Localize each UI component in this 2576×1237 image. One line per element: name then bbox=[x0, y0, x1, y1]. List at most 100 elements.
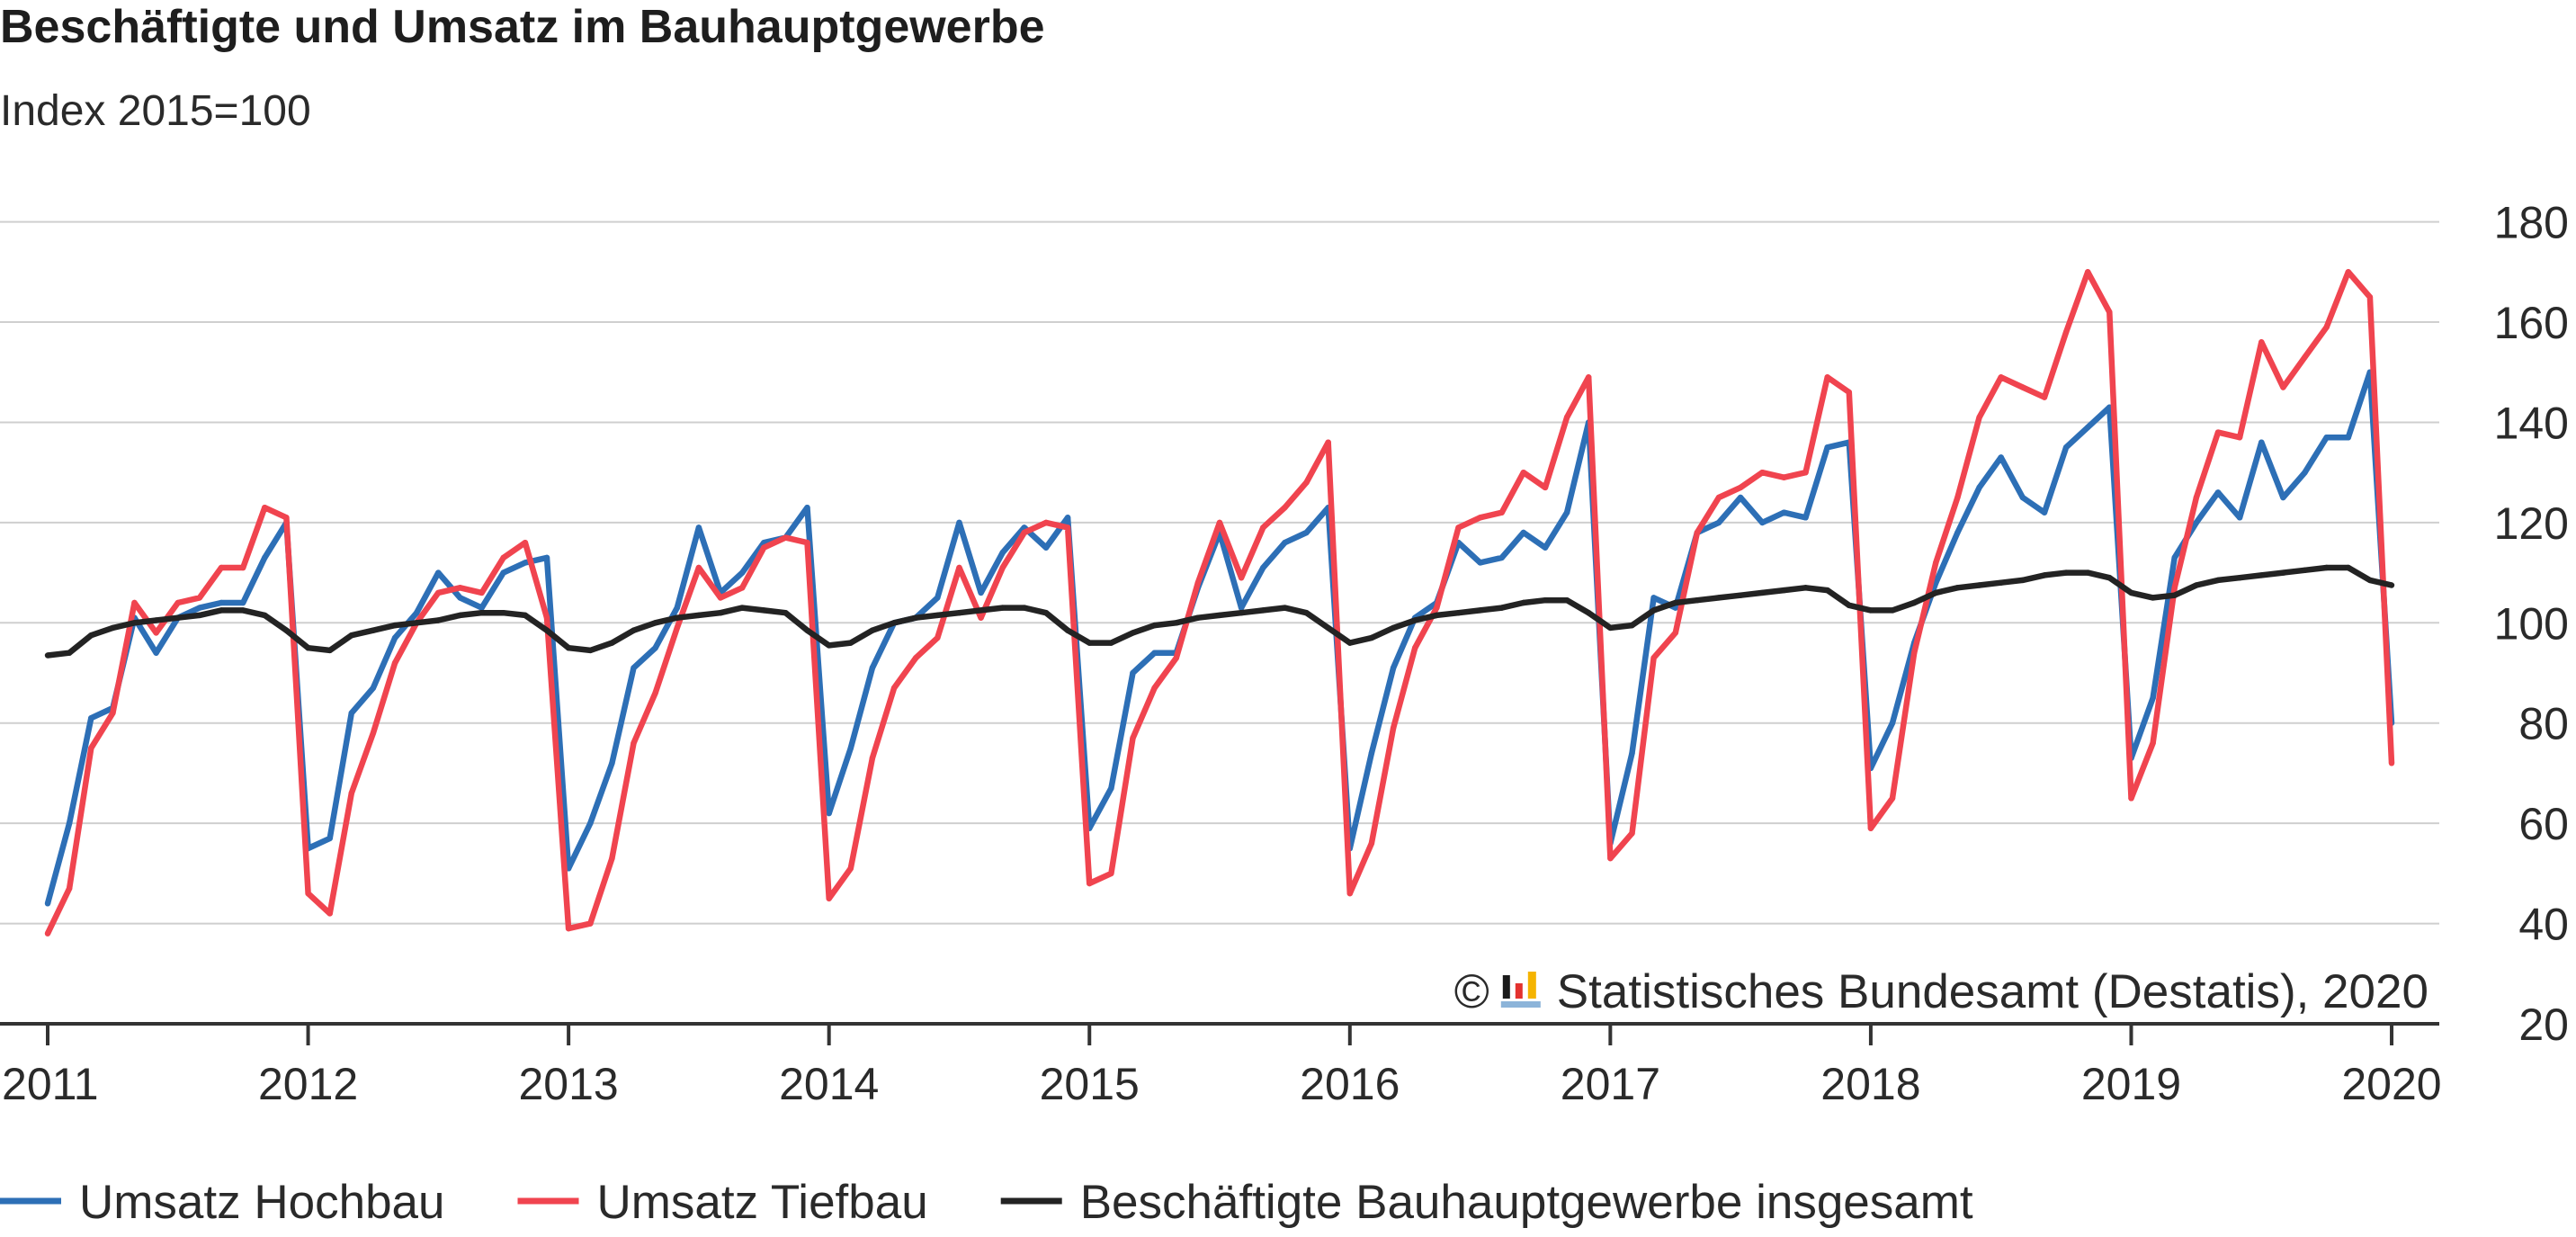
data-point bbox=[1759, 470, 1766, 476]
data-point bbox=[739, 569, 746, 576]
data-point bbox=[652, 645, 658, 651]
data-point bbox=[391, 634, 398, 641]
data-point bbox=[2085, 569, 2091, 576]
data-point bbox=[739, 585, 746, 591]
y-tick-label: 160 bbox=[2494, 298, 2569, 348]
data-point bbox=[847, 745, 854, 751]
data-point bbox=[1130, 630, 1136, 636]
data-point bbox=[1824, 587, 1830, 594]
chart-subtitle: Index 2015=100 bbox=[0, 87, 311, 135]
legend-label: Beschäftigte Bauhauptgewerbe insgesamt bbox=[1080, 1176, 1973, 1229]
data-point bbox=[44, 901, 51, 907]
data-point bbox=[1802, 515, 1809, 521]
data-point bbox=[935, 595, 941, 601]
data-point bbox=[1021, 605, 1028, 611]
data-point bbox=[1434, 605, 1440, 611]
data-point bbox=[652, 620, 658, 626]
series-umsatz-hochbau bbox=[44, 369, 2395, 907]
data-point bbox=[804, 540, 810, 546]
data-point bbox=[479, 589, 485, 596]
data-point bbox=[153, 630, 159, 636]
data-point bbox=[2236, 515, 2243, 521]
data-point bbox=[1455, 610, 1462, 616]
legend-label: Umsatz Tiefbau bbox=[597, 1176, 928, 1229]
data-point bbox=[2193, 494, 2200, 501]
data-point bbox=[1933, 560, 1939, 566]
data-point bbox=[1194, 579, 1202, 586]
legend: Umsatz Hochbau Umsatz Tiefbau Beschäftigte… bbox=[0, 1176, 1973, 1229]
data-point bbox=[999, 564, 1006, 571]
chart-title: Beschäftigte und Umsatz im Bauhauptgewer… bbox=[0, 1, 1045, 53]
data-point bbox=[326, 910, 333, 917]
data-point bbox=[326, 647, 333, 654]
data-point bbox=[1042, 519, 1050, 526]
series-beschaeftigte-bauhauptgewerbe-insgesamt bbox=[44, 564, 2395, 659]
data-point bbox=[1173, 655, 1180, 661]
data-point bbox=[1477, 515, 1483, 521]
data-point bbox=[1976, 484, 1982, 491]
x-tick-label: 2017 bbox=[1561, 1059, 1660, 1109]
data-point bbox=[1390, 624, 1397, 632]
data-point bbox=[1390, 725, 1397, 731]
data-point bbox=[1737, 484, 1744, 491]
data-point bbox=[695, 524, 702, 531]
data-point bbox=[348, 710, 354, 716]
data-point bbox=[2085, 269, 2091, 275]
data-point bbox=[1412, 645, 1418, 651]
data-point bbox=[869, 755, 876, 761]
data-point bbox=[631, 740, 637, 747]
data-point bbox=[2085, 424, 2091, 431]
data-point bbox=[1368, 750, 1375, 757]
data-point bbox=[1325, 624, 1331, 632]
data-point bbox=[587, 820, 594, 827]
data-point bbox=[1477, 607, 1483, 614]
data-point bbox=[131, 599, 138, 606]
data-point bbox=[1108, 785, 1114, 792]
data-point bbox=[1260, 524, 1266, 531]
data-point bbox=[88, 745, 94, 751]
data-point bbox=[1216, 519, 1223, 526]
data-point bbox=[1976, 414, 1982, 421]
y-tick-label: 80 bbox=[2518, 699, 2569, 749]
data-point bbox=[1455, 524, 1462, 531]
data-point bbox=[1563, 597, 1570, 604]
series-line-umsatz-tiefbau bbox=[45, 269, 2395, 936]
data-point bbox=[2193, 582, 2200, 588]
data-point bbox=[1802, 470, 1809, 476]
data-point bbox=[414, 620, 420, 626]
data-point bbox=[1694, 529, 1701, 536]
data-point bbox=[631, 665, 637, 671]
data-point bbox=[1998, 579, 2004, 586]
data-point bbox=[2041, 394, 2048, 400]
data-point bbox=[262, 554, 268, 561]
data-point bbox=[131, 620, 138, 626]
data-point bbox=[457, 585, 463, 591]
data-point bbox=[218, 607, 225, 614]
data-point bbox=[2236, 575, 2243, 581]
data-point bbox=[348, 790, 354, 796]
data-point bbox=[2041, 572, 2048, 578]
legend-item: Umsatz Tiefbau bbox=[517, 1176, 928, 1229]
x-tick-label: 2015 bbox=[1040, 1059, 1140, 1109]
data-point bbox=[305, 645, 311, 651]
copyright-symbol: © bbox=[1454, 965, 1489, 1018]
destatis-logo-icon bbox=[1500, 972, 1541, 1008]
data-point bbox=[1889, 795, 1896, 802]
data-point bbox=[1998, 374, 2004, 381]
data-point bbox=[1607, 855, 1614, 862]
data-point bbox=[196, 595, 203, 601]
data-point bbox=[804, 627, 810, 633]
data-point bbox=[2323, 564, 2330, 571]
data-point bbox=[609, 640, 615, 646]
data-point bbox=[1672, 605, 1679, 611]
data-point bbox=[1064, 515, 1071, 521]
data-point bbox=[2214, 489, 2222, 496]
data-point bbox=[457, 612, 463, 619]
data-point bbox=[2106, 309, 2113, 316]
data-point bbox=[500, 610, 506, 616]
data-point bbox=[2214, 429, 2222, 435]
data-point bbox=[1629, 830, 1635, 837]
data-point bbox=[1282, 505, 1288, 511]
data-point bbox=[2366, 294, 2374, 300]
data-point bbox=[1173, 620, 1180, 626]
